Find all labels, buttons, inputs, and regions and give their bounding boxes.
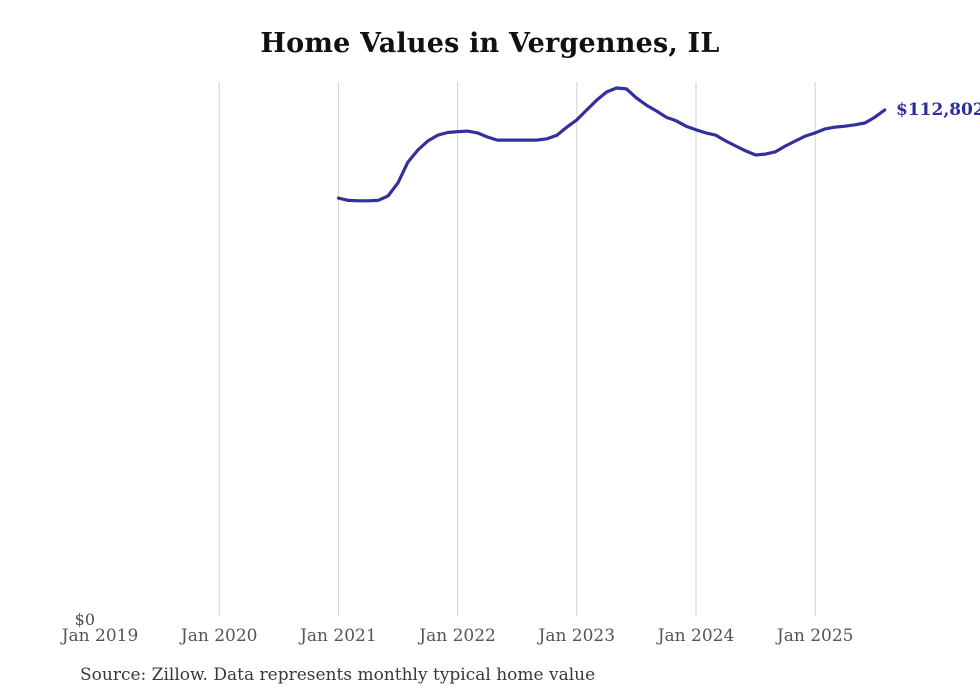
source-note: Source: Zillow. Data represents monthly … [80,665,596,685]
x-axis-tick-label: Jan 2019 [60,626,139,646]
x-axis-tick-label: Jan 2021 [298,626,377,646]
x-axis-tick-label: Jan 2024 [656,626,735,646]
x-axis-tick-label: Jan 2022 [417,626,496,646]
x-axis-tick-label: Jan 2023 [537,626,616,646]
chart-title: Home Values in Vergennes, IL [260,28,720,59]
x-axis-tick-label: Jan 2025 [775,626,854,646]
home-value-line [336,86,887,203]
latest-value-label: $112,802 [896,100,980,120]
y-axis-zero-label: $0 [74,610,95,629]
x-axis-tick-label: Jan 2020 [179,626,258,646]
